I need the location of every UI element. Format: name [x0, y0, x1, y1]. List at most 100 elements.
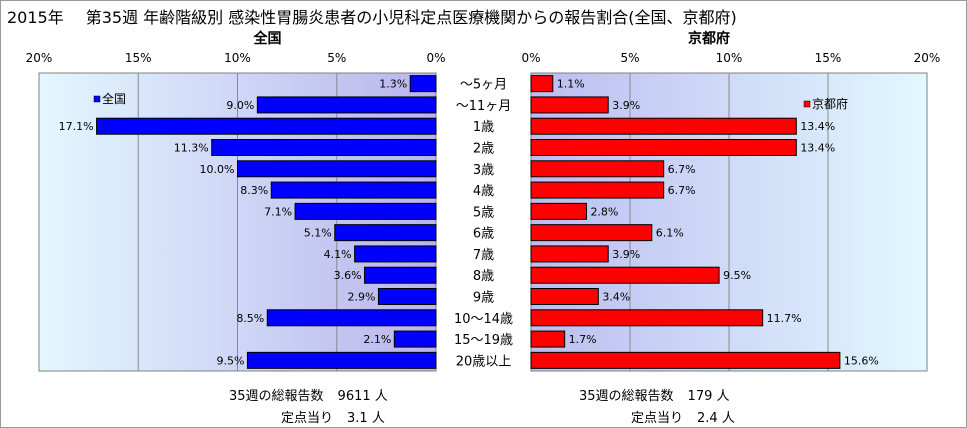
national-bar	[294, 202, 437, 220]
kyoto-total-value: 179 人	[687, 389, 730, 404]
age-group-label: ～11ヶ月	[456, 99, 512, 114]
kyoto-data-label: 3.9%	[612, 248, 640, 261]
national-data-label: 3.6%	[334, 269, 362, 282]
kyoto-bar	[530, 224, 653, 242]
national-bar	[256, 96, 437, 114]
kyoto-per-site-label: 定点当り	[631, 411, 684, 426]
kyoto-per-site-stat: 定点当り 2.4 人	[631, 407, 735, 426]
kyoto-x-tick-label: 0%	[521, 51, 540, 65]
kyoto-bar	[530, 117, 797, 135]
national-data-label: 2.1%	[363, 333, 391, 346]
national-legend-label: 全国	[102, 91, 126, 106]
national-bar	[393, 330, 437, 348]
chart-title: 2015年 第35週 年齢階級別 感染性胃腸炎患者の小児科定点医療機関からの報告割…	[7, 4, 737, 28]
national-per-site-stat: 定点当り 3.1 人	[281, 407, 385, 426]
kyoto-data-label: 6.1%	[656, 227, 684, 240]
kyoto-bar	[530, 245, 609, 263]
kyoto-bar	[530, 160, 665, 178]
kyoto-bar	[530, 202, 587, 220]
kyoto-bar	[530, 330, 566, 348]
kyoto-data-label: 11.7%	[767, 312, 802, 325]
age-group-label: 2歳	[473, 142, 494, 157]
kyoto-legend-label: 京都府	[812, 96, 848, 111]
national-total-value: 9611 人	[337, 389, 388, 404]
chart-title-text: 第35週 年齢階級別 感染性胃腸炎患者の小児科定点医療機関からの報告割合(全国、…	[85, 8, 737, 27]
kyoto-x-tick-label: 15%	[815, 51, 842, 65]
national-data-label: 8.3%	[240, 184, 268, 197]
kyoto-bar	[530, 266, 720, 284]
age-group-label: 8歳	[473, 269, 494, 284]
kyoto-data-label: 1.1%	[557, 78, 585, 91]
national-total-stat: 35週の総報告数 9611 人	[229, 385, 388, 404]
age-group-label: 10～14歳	[454, 312, 513, 327]
kyoto-data-label: 6.7%	[668, 163, 696, 176]
national-bar	[409, 75, 437, 93]
kyoto-data-label: 1.7%	[569, 333, 597, 346]
national-data-label: 1.3%	[379, 78, 407, 91]
national-legend-swatch	[93, 95, 101, 103]
kyoto-x-tick-label: 10%	[716, 51, 743, 65]
kyoto-data-label: 6.7%	[668, 184, 696, 197]
national-x-tick-label: 15%	[125, 51, 152, 65]
national-bar	[266, 309, 437, 327]
national-data-label: 17.1%	[59, 120, 94, 133]
kyoto-bar	[530, 181, 665, 199]
age-group-label: 9歳	[473, 291, 494, 306]
national-data-label: 9.5%	[216, 354, 244, 367]
kyoto-data-label: 2.8%	[590, 205, 618, 218]
national-bar	[211, 139, 437, 156]
national-per-site-value: 3.1 人	[347, 411, 385, 426]
chart-year: 2015年	[7, 8, 64, 27]
national-data-label: 7.1%	[264, 205, 292, 218]
kyoto-bar	[530, 351, 841, 369]
kyoto-bar	[530, 309, 764, 327]
age-group-label: 15～19歳	[454, 333, 513, 348]
national-total-label: 35週の総報告数	[229, 389, 324, 404]
national-per-site-label: 定点当り	[281, 411, 334, 426]
kyoto-per-site-value: 2.4 人	[697, 411, 735, 426]
national-bar	[354, 245, 437, 263]
kyoto-x-tick-label: 5%	[620, 51, 639, 65]
age-group-label: 3歳	[473, 163, 494, 178]
national-bar	[364, 266, 437, 284]
kyoto-data-label: 9.5%	[723, 269, 751, 282]
kyoto-total-label: 35週の総報告数	[579, 389, 674, 404]
national-data-label: 4.1%	[324, 248, 352, 261]
national-x-tick-label: 5%	[327, 51, 346, 65]
national-data-label: 11.3%	[174, 142, 209, 155]
national-x-tick-label: 0%	[426, 51, 445, 65]
kyoto-legend-swatch	[803, 100, 811, 108]
age-group-label: ～5ヶ月	[460, 78, 507, 93]
national-x-tick-label: 20%	[26, 51, 53, 65]
kyoto-data-label: 15.6%	[844, 354, 879, 367]
age-group-label: 5歳	[473, 205, 494, 220]
national-bar	[270, 181, 437, 199]
age-group-label: 6歳	[473, 227, 494, 242]
kyoto-data-label: 13.4%	[800, 120, 835, 133]
kyoto-total-stat: 35週の総報告数 179 人	[579, 385, 730, 404]
national-panel-heading: 全国	[253, 30, 282, 47]
national-bar	[334, 224, 437, 242]
kyoto-data-label: 3.4%	[602, 291, 630, 304]
national-data-label: 2.9%	[347, 291, 375, 304]
national-data-label: 5.1%	[304, 227, 332, 240]
national-x-tick-label: 10%	[224, 51, 251, 65]
national-bar	[96, 117, 437, 135]
kyoto-data-label: 3.9%	[612, 99, 640, 112]
age-group-label: 7歳	[473, 248, 494, 263]
kyoto-bar	[530, 96, 609, 114]
age-group-label: 4歳	[473, 184, 494, 199]
national-data-label: 10.0%	[200, 163, 235, 176]
age-group-label: 20歳以上	[456, 354, 512, 369]
kyoto-bar	[530, 288, 599, 305]
kyoto-bar	[530, 139, 797, 156]
kyoto-bar	[530, 75, 554, 93]
national-data-label: 9.0%	[226, 99, 254, 112]
kyoto-panel-heading: 京都府	[688, 30, 730, 47]
national-data-label: 8.5%	[236, 312, 264, 325]
age-group-label: 1歳	[473, 120, 494, 135]
kyoto-x-tick-label: 20%	[914, 51, 941, 65]
national-bar	[237, 160, 437, 178]
national-bar	[377, 288, 437, 305]
